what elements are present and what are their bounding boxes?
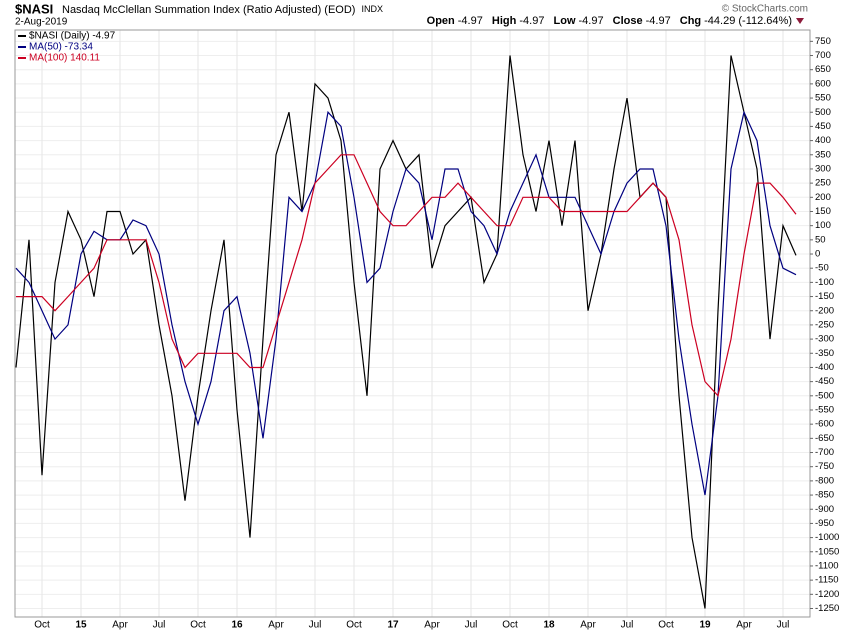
x-tick-label: 15 [75, 620, 87, 631]
y-tick-label: -1150 [815, 575, 839, 586]
symbol: $NASI [15, 1, 53, 16]
y-tick-label: -500 [815, 390, 834, 401]
quote-label: High [492, 15, 517, 27]
x-tick-label: Oct [34, 620, 50, 631]
legend-label: MA(100) 140.11 [29, 53, 100, 64]
chart-title: Nasdaq McClellan Summation Index (Ratio … [62, 4, 383, 16]
y-tick-label: 300 [815, 163, 831, 174]
x-tick-label: Oct [346, 620, 362, 631]
y-tick-label: -800 [815, 475, 834, 486]
y-tick-label: -700 [815, 447, 834, 458]
legend-label: MA(50) -73.34 [29, 42, 93, 53]
y-tick-label: -1000 [815, 532, 839, 543]
quote: Open -4.97 High -4.97 Low -4.97 Close -4.97 … [427, 15, 792, 27]
quote-label: Chg [680, 15, 701, 27]
x-tick-label: Oct [658, 620, 674, 631]
quote-value: -4.97 [458, 15, 483, 27]
y-tick-label: -1250 [815, 603, 839, 614]
y-tick-label: -750 [815, 461, 834, 472]
y-tick-label: 150 [815, 206, 831, 217]
quote-value: -4.97 [646, 15, 671, 27]
y-tick-label: 550 [815, 93, 831, 104]
series-line [15, 110, 797, 496]
y-tick-label: -250 [815, 319, 834, 330]
x-tick-label: Jul [465, 620, 478, 631]
y-tick-label: 650 [815, 64, 831, 75]
y-tick-label: 450 [815, 121, 831, 132]
y-tick-label: -50 [815, 263, 829, 274]
y-tick-label: -850 [815, 490, 834, 501]
y-tick-label: -100 [815, 277, 834, 288]
date: 2-Aug-2019 [15, 17, 68, 28]
y-tick-label: 700 [815, 50, 831, 61]
y-tick-label: 0 [815, 249, 820, 260]
y-tick-label: -450 [815, 376, 834, 387]
y-tick-label: 400 [815, 135, 831, 146]
x-tick-label: Jul [777, 620, 790, 631]
x-tick-label: 16 [231, 620, 243, 631]
quote-label: Low [554, 15, 576, 27]
y-tick-label: 50 [815, 234, 826, 245]
x-tick-label: Oct [502, 620, 518, 631]
down-arrow [796, 18, 804, 24]
y-tick-label: 100 [815, 220, 831, 231]
y-tick-label: -400 [815, 362, 834, 373]
y-tick-label: -150 [815, 291, 834, 302]
y-tick-label: -650 [815, 433, 834, 444]
x-tick-label: Apr [580, 620, 596, 631]
plot-frame [14, 29, 811, 618]
y-tick-label: 500 [815, 107, 831, 118]
y-tick-label: -950 [815, 518, 834, 529]
x-tick-label: 17 [387, 620, 399, 631]
y-tick-label: -1200 [815, 589, 839, 600]
y-tick-label: 200 [815, 192, 831, 203]
quote-value: -44.29 (-112.64%) [704, 15, 792, 27]
x-tick-label: Apr [736, 620, 752, 631]
x-tick-label: 18 [543, 620, 555, 631]
y-tick-label: 600 [815, 78, 831, 89]
y-tick-label: 250 [815, 178, 831, 189]
title: Nasdaq McClellan Summation Index (Ratio … [62, 4, 355, 16]
y-tick-label: -1050 [815, 546, 839, 557]
legend-label: $NASI (Daily) -4.97 [29, 31, 116, 42]
x-tick-label: Oct [190, 620, 206, 631]
series-line [15, 55, 797, 609]
quote-value: -4.97 [519, 15, 544, 27]
y-tick-label: -300 [815, 334, 834, 345]
y-tick-label: -900 [815, 504, 834, 515]
grid [15, 30, 810, 617]
series-line [16, 154, 797, 398]
quote-label: Open [427, 15, 455, 27]
quote-label: Close [613, 15, 643, 27]
x-tick-label: Jul [621, 620, 634, 631]
x-tick-label: 19 [699, 620, 711, 631]
x-tick-label: Apr [424, 620, 440, 631]
y-tick-label: -550 [815, 405, 834, 416]
y-tick-label: 750 [815, 36, 831, 47]
y-tick-label: -350 [815, 348, 834, 359]
y-tick-label: -1100 [815, 560, 839, 571]
y-tick-label: -200 [815, 305, 834, 316]
exchange: INDX [361, 4, 383, 14]
x-tick-label: Apr [268, 620, 284, 631]
y-tick-label: -600 [815, 419, 834, 430]
copyright: © StockCharts.com [722, 4, 808, 15]
x-tick-label: Jul [153, 620, 166, 631]
x-tick-label: Apr [112, 620, 128, 631]
y-tick-label: 350 [815, 149, 831, 160]
x-tick-label: Jul [309, 620, 322, 631]
quote-value: -4.97 [579, 15, 604, 27]
